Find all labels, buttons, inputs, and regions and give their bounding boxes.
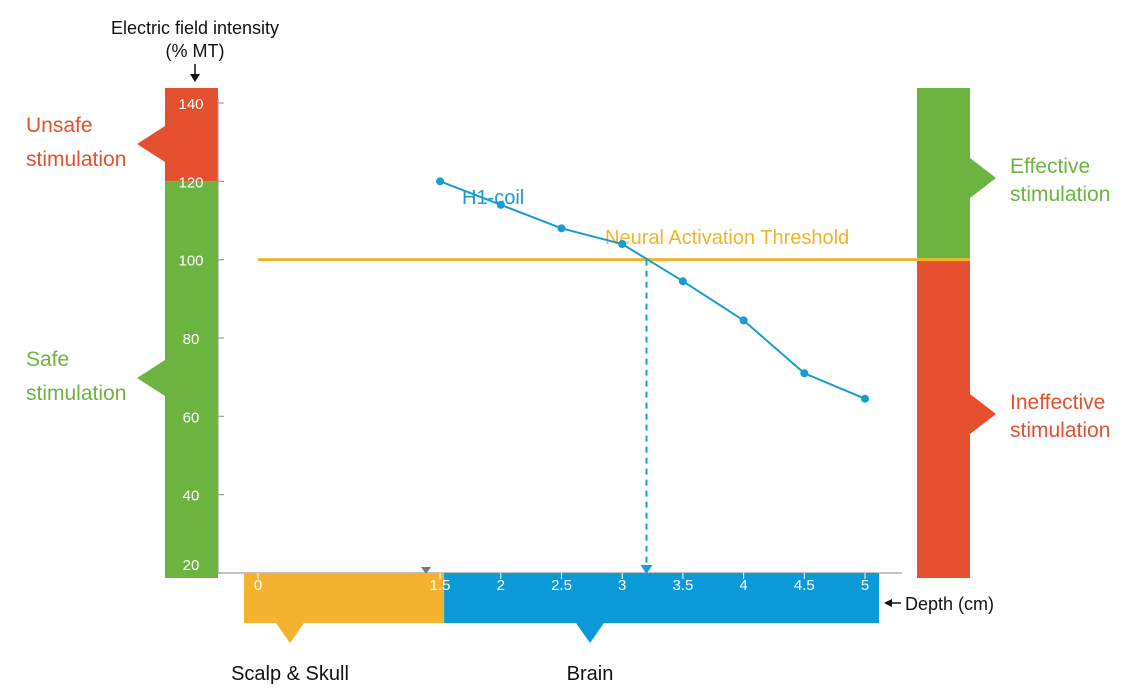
x-tick-label-2: 2 bbox=[497, 577, 505, 594]
x-tick-label-5: 3.5 bbox=[672, 577, 693, 594]
y-axis-title-arrow-head bbox=[190, 74, 200, 82]
left-zone-bar-1 bbox=[165, 181, 218, 579]
series-label-h1-coil: H1-coil bbox=[462, 187, 524, 209]
series-point-6 bbox=[800, 369, 809, 378]
series-point-1 bbox=[496, 200, 505, 209]
right-zone-label-1-1: stimulation bbox=[1010, 419, 1110, 442]
left-zone-bar-0 bbox=[165, 88, 218, 182]
right-zone-pointer-1 bbox=[970, 394, 996, 434]
x-tick-label-3: 2.5 bbox=[551, 577, 572, 594]
right-zone-pointer-0 bbox=[970, 158, 996, 198]
y-tick-label-1: 40 bbox=[183, 488, 200, 505]
y-tick-label-4: 100 bbox=[178, 253, 203, 270]
x-axis-title-arrow-head bbox=[884, 599, 892, 607]
depth-region-1 bbox=[444, 573, 879, 623]
left-zone-label-0-0: Unsafe bbox=[26, 114, 93, 137]
x-tick-label-1: 1.5 bbox=[430, 577, 451, 594]
x-tick-label-4: 3 bbox=[618, 577, 626, 594]
x-axis-title: Depth (cm) bbox=[905, 594, 994, 614]
right-zone-bar-0 bbox=[917, 88, 970, 260]
series-point-7 bbox=[861, 394, 869, 403]
depth-region-label-0: Scalp & Skull bbox=[231, 663, 349, 685]
series-point-0 bbox=[436, 177, 445, 186]
y-tick-label-6: 140 bbox=[178, 96, 203, 113]
depth-region-0 bbox=[244, 573, 445, 623]
crossing-arrow-head bbox=[640, 565, 653, 574]
threshold-label: Neural Activation Threshold bbox=[605, 227, 849, 249]
y-tick-label-5: 120 bbox=[178, 174, 203, 191]
y-tick-label-2: 60 bbox=[183, 409, 200, 426]
x-tick-label-8: 5 bbox=[861, 577, 869, 594]
series-point-2 bbox=[557, 224, 566, 233]
left-zone-label-1-1: stimulation bbox=[26, 382, 126, 405]
left-zone-pointer-0 bbox=[137, 126, 165, 162]
x-axis-marker-icon bbox=[421, 567, 431, 574]
left-zone-label-1-0: Safe bbox=[26, 348, 69, 371]
right-zone-label-1-0: Ineffective bbox=[1010, 391, 1105, 414]
series-line-h1-coil bbox=[439, 180, 866, 400]
series-point-4 bbox=[678, 277, 687, 286]
left-zone-pointer-1 bbox=[137, 360, 165, 396]
x-tick-label-0: 0 bbox=[254, 577, 262, 594]
x-tick-label-6: 4 bbox=[739, 577, 747, 594]
y-axis-title-line2: (% MT) bbox=[166, 41, 225, 61]
series-point-5 bbox=[739, 316, 748, 325]
y-axis-title-line1: Electric field intensity bbox=[111, 18, 279, 38]
depth-region-label-1: Brain bbox=[567, 663, 614, 685]
right-zone-bar-1 bbox=[917, 259, 970, 578]
right-zone-label-0-1: stimulation bbox=[1010, 183, 1110, 206]
y-tick-label-0: 20 bbox=[183, 557, 200, 574]
y-tick-label-3: 80 bbox=[183, 331, 200, 348]
right-zone-label-0-0: Effective bbox=[1010, 155, 1090, 178]
left-zone-label-0-1: stimulation bbox=[26, 148, 126, 171]
depth-region-pointer-1 bbox=[576, 623, 604, 643]
depth-region-pointer-0 bbox=[276, 623, 304, 643]
series-point-3 bbox=[618, 240, 627, 248]
x-tick-label-7: 4.5 bbox=[794, 577, 815, 594]
